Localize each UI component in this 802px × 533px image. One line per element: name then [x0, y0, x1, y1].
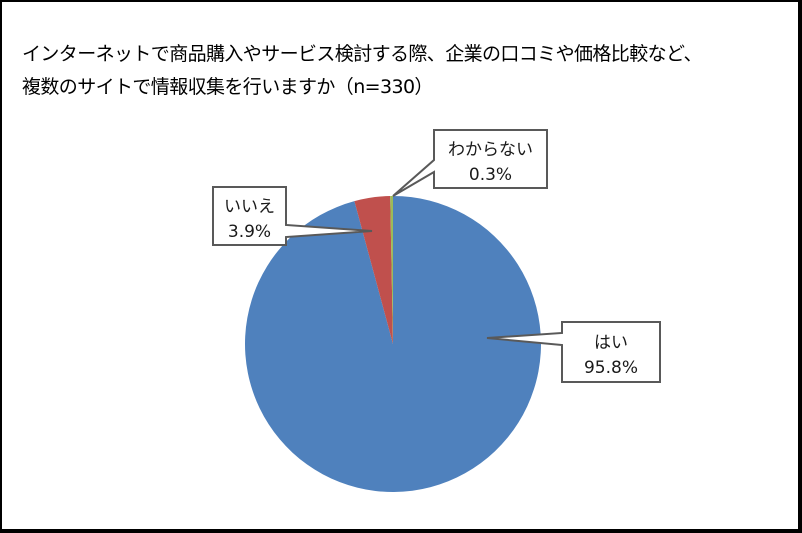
pie-slices [244, 196, 541, 492]
callout-unknown-name: わからない [448, 140, 533, 160]
chart-title-line-1: インターネットで商品購入やサービス検討する際、企業の口コミや価格比較など、 [22, 43, 702, 65]
callout-yes: はい 95.8% [486, 321, 661, 383]
callout-unknown-value: 0.3% [469, 165, 512, 185]
callout-yes-name: はい [594, 333, 628, 353]
pie-slice-no [354, 196, 393, 344]
chart-title: インターネットで商品購入やサービス検討する際、企業の口コミや価格比較など、 複数… [22, 38, 702, 104]
callout-no: いいえ 3.9% [212, 186, 373, 246]
callout-yes-value: 95.8% [584, 358, 638, 378]
callout-no-name: いいえ [224, 197, 275, 217]
callout-no-value: 3.9% [228, 222, 271, 242]
chart-title-line-2: 複数のサイトで情報収集を行いますか（n=330） [22, 76, 433, 98]
callout-unknown: わからない 0.3% [392, 129, 548, 197]
pie-slice-unknown [390, 196, 393, 344]
